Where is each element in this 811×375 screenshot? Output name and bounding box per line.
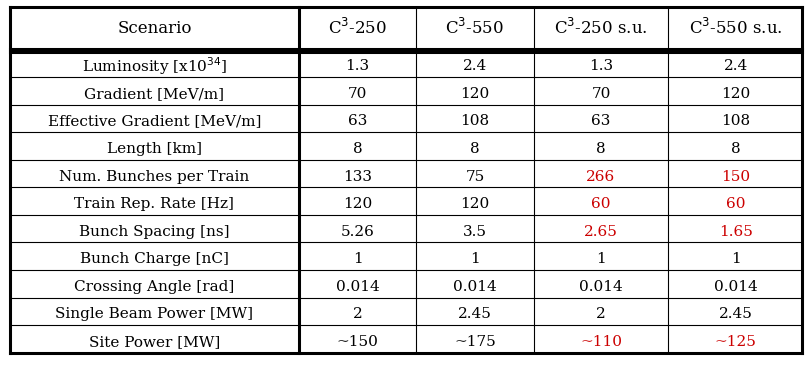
Text: 108: 108 bbox=[720, 114, 749, 128]
Text: Length [km]: Length [km] bbox=[107, 142, 202, 156]
Text: C$^3$-550 s.u.: C$^3$-550 s.u. bbox=[688, 18, 782, 38]
Text: Luminosity [x10$^{34}$]: Luminosity [x10$^{34}$] bbox=[82, 56, 227, 77]
Text: 8: 8 bbox=[730, 142, 740, 156]
Text: 8: 8 bbox=[595, 142, 605, 156]
Text: Scenario: Scenario bbox=[117, 20, 191, 37]
Text: 0.014: 0.014 bbox=[453, 280, 496, 294]
Text: 3.5: 3.5 bbox=[462, 225, 487, 239]
Text: 2.45: 2.45 bbox=[457, 308, 491, 321]
Text: 8: 8 bbox=[353, 142, 362, 156]
Text: Effective Gradient [MeV/m]: Effective Gradient [MeV/m] bbox=[48, 114, 261, 128]
Text: Gradient [MeV/m]: Gradient [MeV/m] bbox=[84, 87, 224, 101]
Text: 70: 70 bbox=[348, 87, 367, 101]
Text: 1: 1 bbox=[595, 252, 605, 266]
Text: 1: 1 bbox=[730, 252, 740, 266]
Text: ~110: ~110 bbox=[579, 335, 621, 349]
Text: ~125: ~125 bbox=[714, 335, 756, 349]
Text: Train Rep. Rate [Hz]: Train Rep. Rate [Hz] bbox=[75, 197, 234, 211]
Text: Crossing Angle [rad]: Crossing Angle [rad] bbox=[74, 280, 234, 294]
Text: 2.4: 2.4 bbox=[723, 59, 747, 73]
Text: 120: 120 bbox=[720, 87, 749, 101]
Text: 1.65: 1.65 bbox=[718, 225, 752, 239]
Text: 60: 60 bbox=[590, 197, 610, 211]
Text: ~150: ~150 bbox=[337, 335, 378, 349]
Text: 63: 63 bbox=[348, 114, 367, 128]
Text: ~175: ~175 bbox=[453, 335, 496, 349]
Text: C$^3$-250: C$^3$-250 bbox=[328, 18, 387, 38]
Text: 120: 120 bbox=[460, 197, 489, 211]
Text: 60: 60 bbox=[725, 197, 744, 211]
Text: 0.014: 0.014 bbox=[713, 280, 757, 294]
Text: Site Power [MW]: Site Power [MW] bbox=[88, 335, 220, 349]
Text: 0.014: 0.014 bbox=[336, 280, 379, 294]
Text: Single Beam Power [MW]: Single Beam Power [MW] bbox=[55, 308, 253, 321]
Text: 1.3: 1.3 bbox=[588, 59, 612, 73]
Text: 70: 70 bbox=[590, 87, 610, 101]
Text: 120: 120 bbox=[342, 197, 371, 211]
Text: 266: 266 bbox=[586, 170, 615, 183]
Text: 2: 2 bbox=[352, 308, 362, 321]
Text: 63: 63 bbox=[590, 114, 610, 128]
Text: Bunch Charge [nC]: Bunch Charge [nC] bbox=[79, 252, 229, 266]
Text: Bunch Spacing [ns]: Bunch Spacing [ns] bbox=[79, 225, 230, 239]
Text: 75: 75 bbox=[465, 170, 484, 183]
Text: 120: 120 bbox=[460, 87, 489, 101]
Text: 1: 1 bbox=[352, 252, 362, 266]
Text: 2.65: 2.65 bbox=[583, 225, 617, 239]
Text: 1: 1 bbox=[470, 252, 479, 266]
Text: 150: 150 bbox=[720, 170, 749, 183]
Text: 2: 2 bbox=[595, 308, 605, 321]
Text: Num. Bunches per Train: Num. Bunches per Train bbox=[59, 170, 249, 183]
Text: 0.014: 0.014 bbox=[578, 280, 622, 294]
Text: 133: 133 bbox=[343, 170, 371, 183]
Text: 2.45: 2.45 bbox=[718, 308, 752, 321]
Text: C$^3$-250 s.u.: C$^3$-250 s.u. bbox=[553, 18, 647, 38]
Text: 1.3: 1.3 bbox=[345, 59, 369, 73]
Text: 5.26: 5.26 bbox=[341, 225, 374, 239]
Text: 108: 108 bbox=[460, 114, 489, 128]
Text: C$^3$-550: C$^3$-550 bbox=[445, 18, 504, 38]
Text: 2.4: 2.4 bbox=[462, 59, 487, 73]
Text: 8: 8 bbox=[470, 142, 479, 156]
